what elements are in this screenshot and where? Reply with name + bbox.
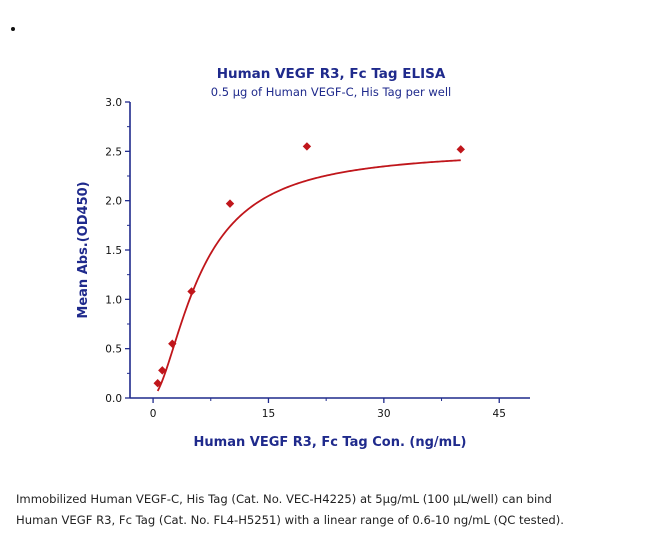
elisa-chart: Human VEGF R3, Fc Tag ELISA 0.5 µg of Hu…: [76, 66, 530, 450]
data-point: [187, 287, 196, 296]
x-tick-label: 0: [150, 408, 157, 420]
x-tick-label: 15: [262, 408, 275, 420]
chart-subtitle: 0.5 µg of Human VEGF-C, His Tag per well: [211, 85, 451, 99]
y-tick-label: 2.0: [105, 196, 122, 208]
axes: 0.0 0.5 1.0 1.5 2.0 2.5 3.0 0 15 30 45: [105, 97, 530, 420]
data-point: [168, 339, 177, 348]
caption-line-1: Immobilized Human VEGF-C, His Tag (Cat. …: [16, 492, 552, 506]
data-point: [225, 199, 235, 208]
data-point: [158, 366, 167, 375]
x-tick-label: 30: [377, 408, 390, 420]
y-tick-label: 3.0: [105, 97, 122, 109]
data-point: [456, 145, 465, 154]
fit-curve: [156, 159, 461, 392]
data-point: [302, 142, 312, 151]
x-tick-label: 45: [493, 408, 506, 420]
caption-line-2: Human VEGF R3, Fc Tag (Cat. No. FL4-H525…: [16, 513, 564, 527]
y-tick-label: 0.5: [105, 344, 122, 356]
y-tick-label: 2.5: [105, 146, 122, 158]
y-axis-label: Mean Abs.(OD450): [76, 181, 91, 318]
data-point: [153, 379, 162, 388]
y-tick-label: 0.0: [105, 393, 122, 405]
y-tick-label: 1.0: [105, 294, 122, 306]
bullet-dot: [11, 27, 15, 31]
x-axis-label: Human VEGF R3, Fc Tag Con. (ng/mL): [194, 435, 467, 450]
y-tick-label: 1.5: [105, 245, 122, 257]
figure-caption: Immobilized Human VEGF-C, His Tag (Cat. …: [16, 489, 641, 531]
data-points-layer: [153, 142, 465, 388]
chart-title: Human VEGF R3, Fc Tag ELISA: [217, 66, 446, 82]
fit-curve-layer: [156, 159, 461, 392]
